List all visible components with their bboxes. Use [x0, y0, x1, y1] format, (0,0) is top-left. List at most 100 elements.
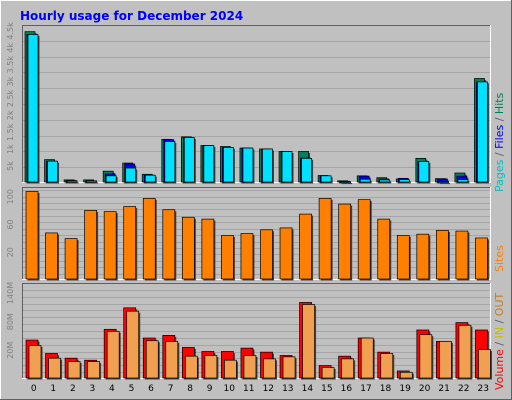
pages-bar [438, 181, 449, 183]
sites-bar [84, 209, 97, 280]
pages-bar [242, 147, 254, 183]
pages-bar [105, 175, 117, 183]
x-tick-label: 15 [321, 384, 332, 394]
x-tick-label: 23 [477, 384, 488, 394]
panel-1-y-tick-label: 100 [6, 189, 15, 204]
pages-bar-shadow [381, 181, 392, 184]
sites-bar [240, 233, 254, 280]
out-bar [48, 357, 61, 379]
chart-panels: 5k1k1.5k2k2.5k3k3.5k4k4.5k206010020M80M1… [6, 22, 492, 394]
legend-hits: Hits [493, 92, 506, 114]
sites-bar [221, 235, 234, 280]
pages-bar [27, 34, 39, 183]
out-bar [224, 359, 237, 379]
x-tick-label: 7 [168, 384, 174, 394]
legend-out: OUT [493, 292, 506, 316]
sites-bar [299, 213, 312, 280]
x-tick-label: 14 [302, 384, 314, 394]
x-tick-label: 17 [360, 384, 371, 394]
panel-1-plot-area [22, 187, 491, 280]
out-bar [419, 334, 433, 379]
x-tick-label: 16 [341, 384, 353, 394]
sites-bar [416, 233, 430, 280]
out-bar [360, 337, 374, 379]
pages-bar [301, 158, 312, 183]
x-tick-label: 9 [207, 384, 213, 394]
sites-bar [279, 227, 293, 280]
x-tick-label: 4 [109, 384, 115, 394]
x-tick-label: 10 [223, 384, 235, 394]
sites-bar [318, 198, 332, 280]
sites-bar [396, 235, 410, 280]
sites-bar [162, 209, 176, 280]
panel-0-y-tick-label: 2.5k [6, 89, 15, 107]
panel-2-y-tick-label: 140M [6, 282, 15, 304]
pages-bar-shadow [88, 182, 99, 184]
sites-bar [45, 232, 58, 280]
out-bar [165, 341, 179, 379]
out-bar [341, 358, 355, 379]
pages-bar [379, 179, 391, 183]
sites-bar [201, 218, 215, 280]
sites-bar [377, 218, 391, 280]
x-tick-label: 2 [70, 384, 76, 394]
pages-bar [223, 147, 234, 183]
out-bar [399, 371, 413, 379]
x-tick-label: 8 [187, 384, 193, 394]
x-tick-label: 3 [90, 384, 96, 394]
legend-pages: Pages [493, 159, 506, 192]
out-bar [478, 349, 491, 379]
pages-bar [320, 175, 332, 183]
out-bar [106, 330, 120, 379]
pages-bar [86, 180, 97, 183]
panel-0-y-tick-label: 2k [6, 110, 15, 120]
x-tick-label: 11 [243, 384, 254, 394]
x-tick-label: 6 [148, 384, 154, 394]
sites-bar [260, 229, 273, 280]
panel-0-y-tick-label: 1k [6, 144, 15, 154]
pages-bar-shadow [68, 182, 79, 184]
panel-0-y-tick-label: 5k [6, 161, 15, 171]
out-bar [458, 324, 472, 379]
sites-bar [475, 237, 488, 280]
out-bar [126, 310, 140, 379]
sites-bar [357, 199, 371, 280]
out-bar [302, 304, 315, 379]
out-bar [67, 361, 81, 379]
panel-2-y-tick-label: 80M [6, 313, 15, 330]
out-bar [184, 355, 198, 379]
panel-1-y-tick-label: 60 [6, 219, 15, 229]
hits-legend: Pages / Files / Hits [493, 92, 506, 192]
out-bar [243, 355, 257, 379]
pages-bar [457, 179, 469, 183]
sites-bar [455, 230, 469, 280]
out-bar [321, 367, 335, 379]
x-tick-label: 5 [129, 384, 135, 394]
out-bar [87, 361, 100, 379]
pages-bar [359, 178, 371, 183]
x-tick-label: 13 [282, 384, 293, 394]
legend-volume: Volume [493, 349, 506, 390]
panel-0-y-tick-label: 4k [6, 43, 15, 53]
sites-bar [103, 211, 117, 280]
out-bar [263, 358, 276, 379]
x-tick-label: 1 [50, 384, 56, 394]
x-tick-label: 21 [438, 384, 449, 394]
chart-title: Hourly usage for December 2024 [20, 9, 243, 23]
sites-bar [25, 191, 39, 280]
pages-bar [340, 181, 352, 183]
pages-bar-shadow [342, 183, 353, 185]
panel-2-y-tick-label: 20M [6, 342, 15, 359]
x-tick-label: 19 [399, 384, 411, 394]
pages-bar [262, 148, 273, 183]
panel-0-y-tick-label: 1.5k [6, 123, 15, 141]
sites-bar [142, 198, 156, 280]
sites-bar [181, 216, 195, 280]
panel-1-y-tick-label: 20 [6, 247, 15, 257]
pages-bar [398, 179, 410, 183]
pages-bar [477, 81, 488, 183]
out-bar [439, 341, 452, 379]
sites-bar [338, 203, 352, 280]
